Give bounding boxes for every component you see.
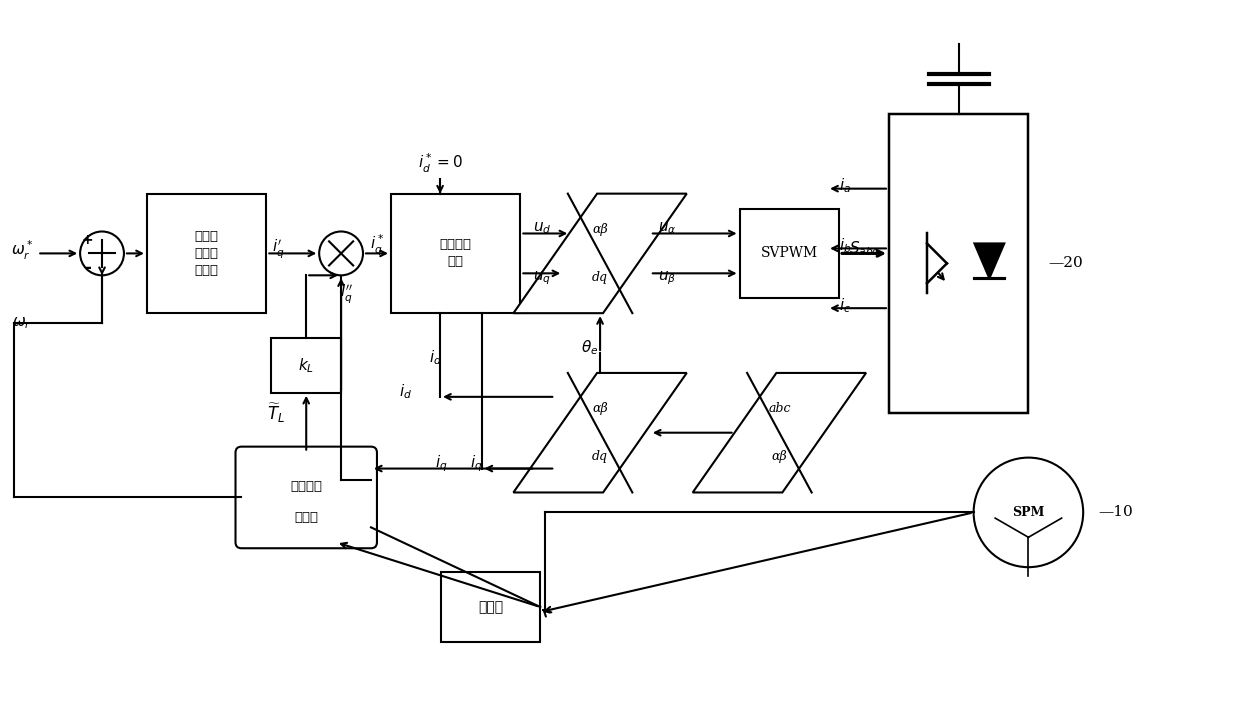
Text: 二阶终: 二阶终	[195, 230, 218, 243]
Text: $u_q$: $u_q$	[533, 270, 552, 287]
Polygon shape	[513, 194, 687, 313]
Text: $i_q''$: $i_q''$	[340, 282, 352, 304]
Bar	[391, 194, 521, 313]
FancyBboxPatch shape	[236, 446, 377, 548]
Text: $\theta_e$: $\theta_e$	[582, 339, 599, 357]
Polygon shape	[693, 373, 866, 493]
Text: $S_{abc}$: $S_{abc}$	[848, 239, 879, 258]
Text: $k_L$: $k_L$	[298, 356, 314, 375]
Text: SPM: SPM	[1012, 506, 1044, 519]
Polygon shape	[975, 243, 1004, 278]
Text: $i_b$: $i_b$	[839, 236, 852, 255]
Text: 观测器: 观测器	[294, 511, 319, 523]
Text: αβ: αβ	[593, 223, 608, 236]
Text: $u_{\beta}$: $u_{\beta}$	[657, 270, 676, 287]
Text: 制器: 制器	[448, 255, 464, 268]
Text: αβ: αβ	[771, 450, 787, 463]
Bar	[889, 114, 1028, 413]
Text: $i_c$: $i_c$	[839, 296, 851, 314]
Bar	[739, 209, 839, 298]
Text: αβ: αβ	[593, 402, 608, 415]
Text: $u_{\alpha}$: $u_{\alpha}$	[657, 220, 676, 236]
Text: 控制器: 控制器	[195, 264, 218, 277]
Circle shape	[973, 458, 1084, 567]
Text: 扩张状态: 扩张状态	[290, 480, 322, 493]
Text: abc: abc	[768, 402, 791, 415]
Text: +: +	[82, 233, 93, 247]
Text: $i_q'$: $i_q'$	[272, 237, 285, 260]
Text: $i_d$: $i_d$	[429, 349, 441, 367]
Text: $\widetilde{T}_L$: $\widetilde{T}_L$	[268, 401, 285, 425]
Text: SVPWM: SVPWM	[761, 247, 818, 260]
Text: $u_d$: $u_d$	[533, 220, 552, 236]
Text: $i_d^* = 0$: $i_d^* = 0$	[418, 152, 463, 175]
Circle shape	[319, 232, 363, 275]
Text: $i_q$: $i_q$	[470, 453, 482, 474]
Text: $\omega_r^*$: $\omega_r^*$	[11, 239, 33, 262]
Text: 无差拍控: 无差拍控	[440, 238, 471, 252]
Text: $i_q^*$: $i_q^*$	[370, 233, 384, 258]
Text: $i_d$: $i_d$	[399, 382, 412, 401]
Bar	[146, 194, 267, 313]
Text: 端滑模: 端滑模	[195, 247, 218, 260]
Text: $\omega_r$: $\omega_r$	[12, 315, 32, 331]
Polygon shape	[513, 373, 687, 493]
Text: $i_q$: $i_q$	[435, 453, 448, 474]
Text: -: -	[83, 260, 91, 277]
Text: 编码器: 编码器	[477, 600, 503, 614]
Text: dq: dq	[591, 271, 608, 284]
Bar	[272, 338, 341, 393]
Bar	[440, 572, 541, 642]
Circle shape	[81, 232, 124, 275]
Text: $i_a$: $i_a$	[839, 176, 851, 195]
Text: —20: —20	[1048, 257, 1083, 270]
Text: —10: —10	[1099, 506, 1133, 519]
Text: dq: dq	[591, 450, 608, 463]
